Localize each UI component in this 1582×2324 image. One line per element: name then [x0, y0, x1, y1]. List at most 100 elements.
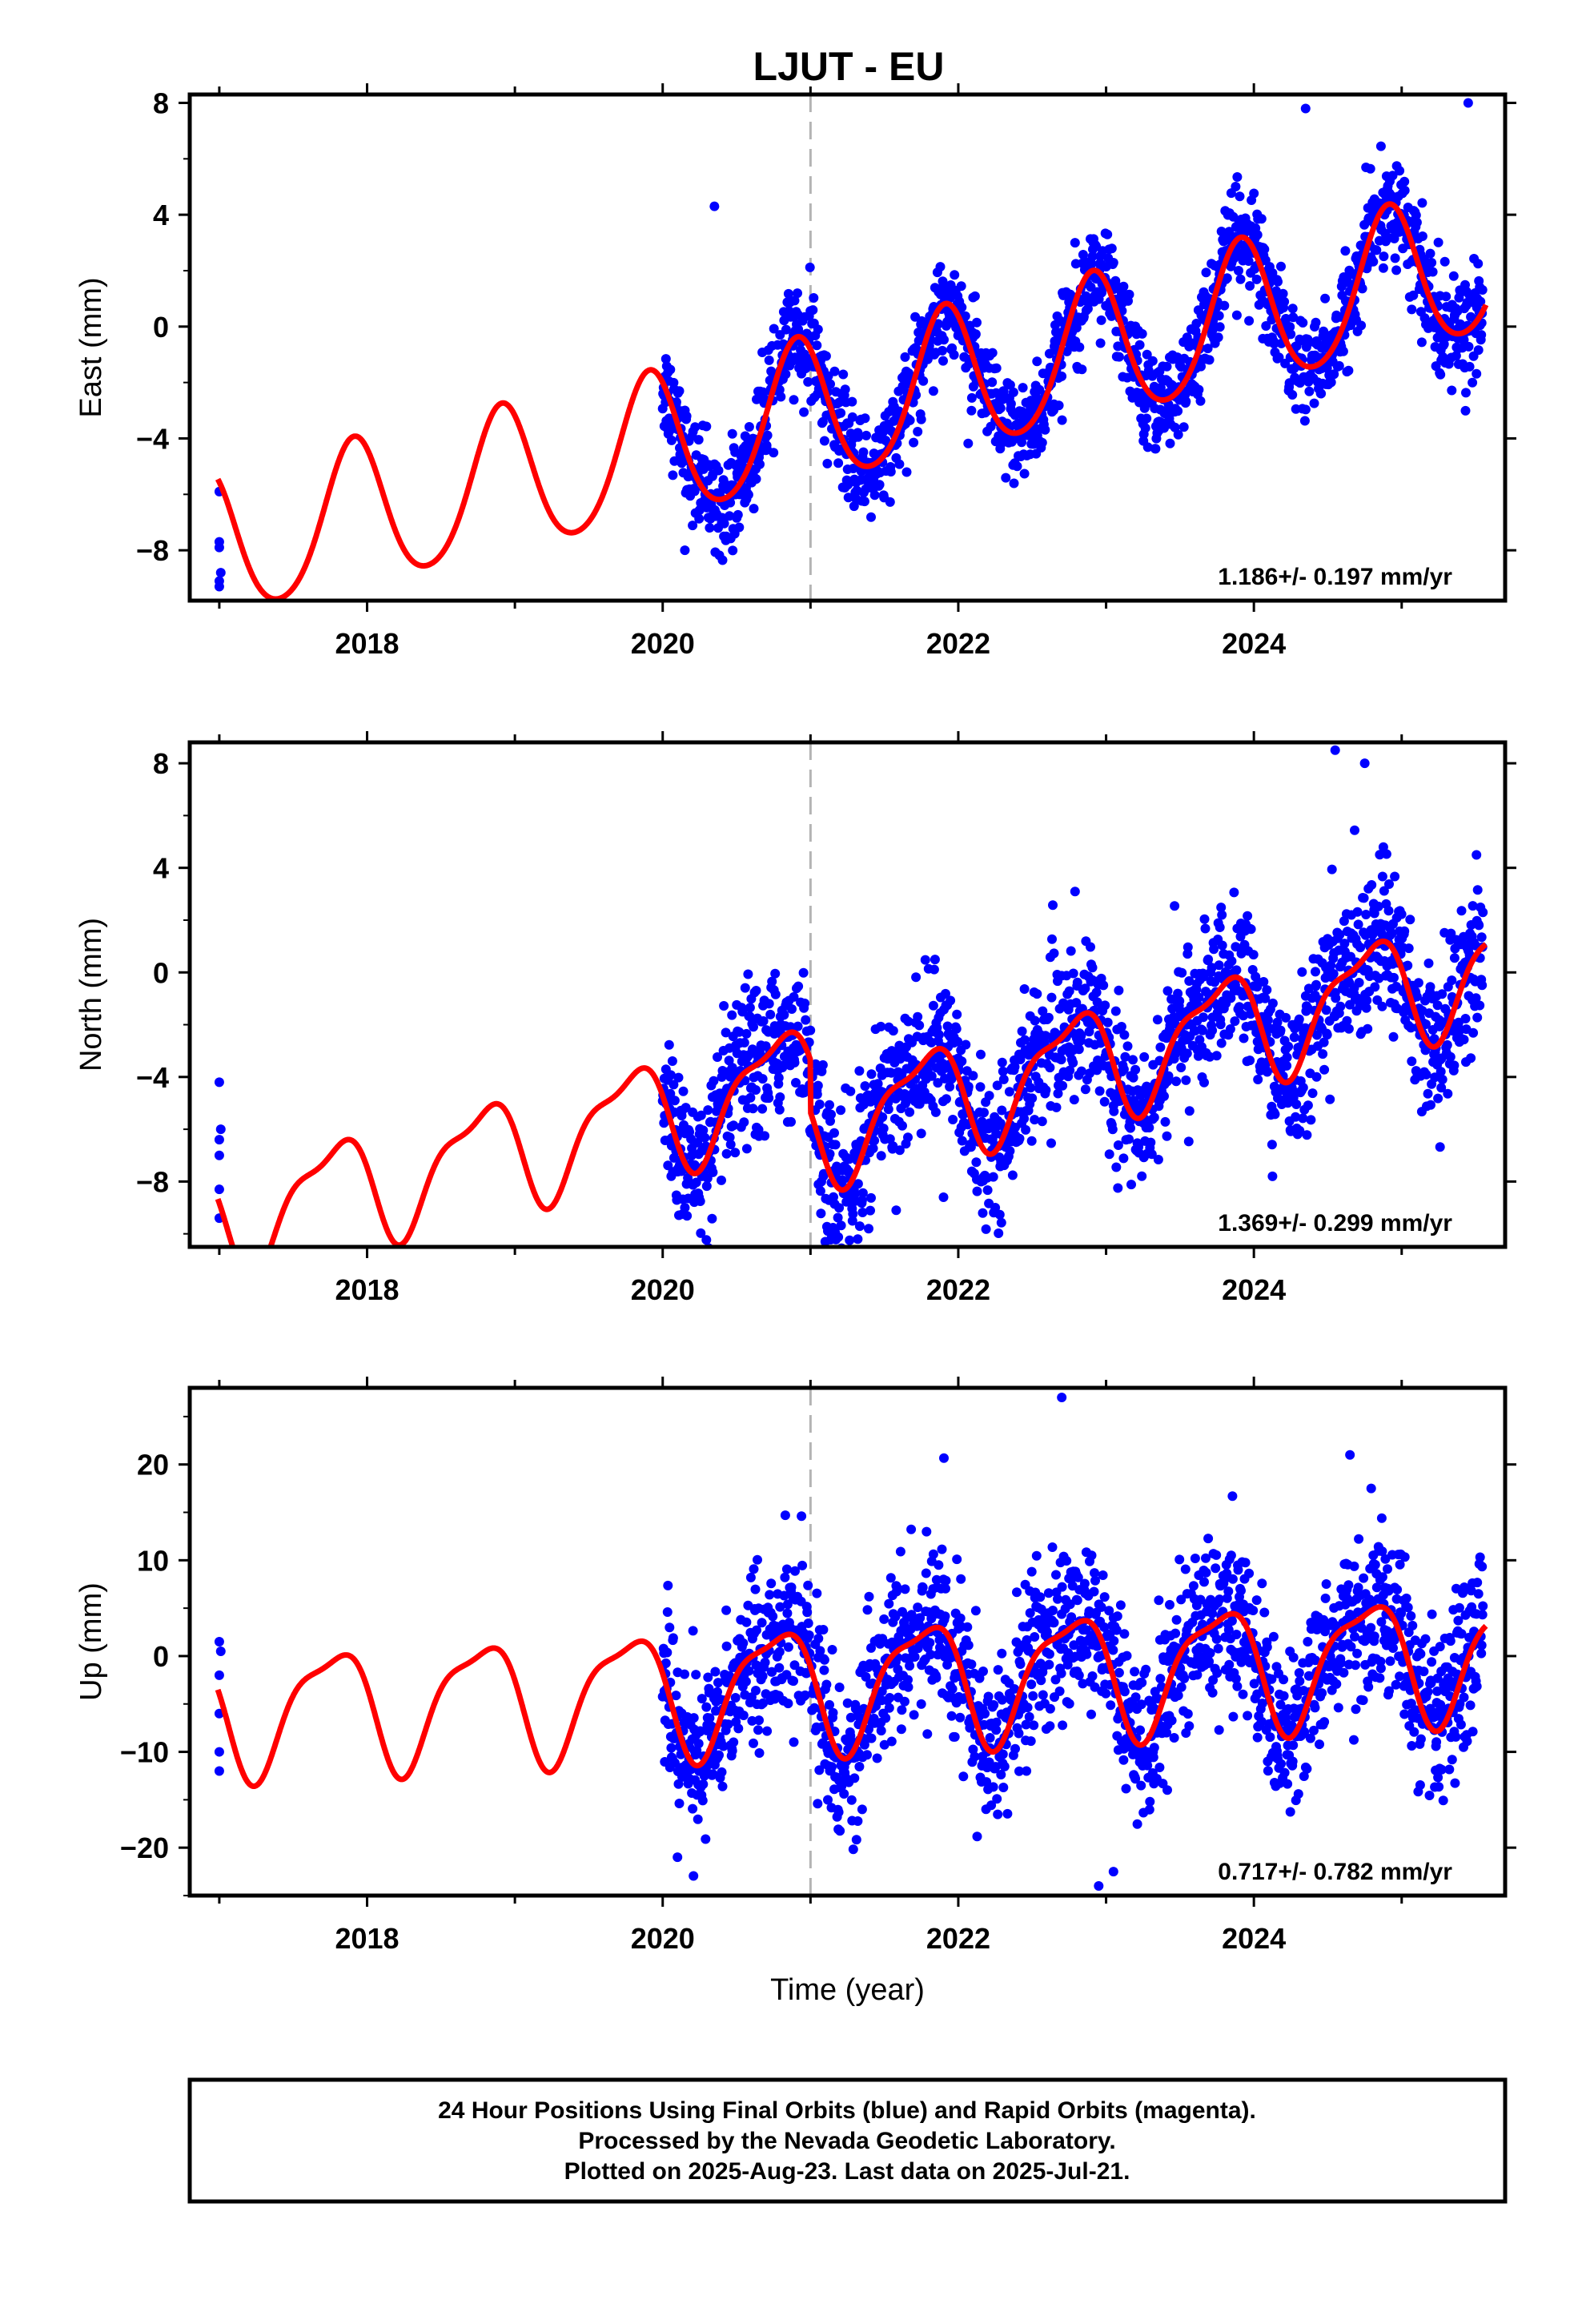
data-point — [1180, 1564, 1191, 1574]
data-point — [779, 1010, 789, 1020]
data-point — [888, 1141, 898, 1152]
data-point — [942, 1094, 951, 1104]
data-point — [1407, 304, 1417, 315]
data-point — [739, 1117, 749, 1128]
data-point — [1014, 1728, 1024, 1739]
data-point — [725, 1140, 736, 1150]
data-point — [1370, 982, 1380, 992]
data-point — [757, 1104, 768, 1114]
data-point — [920, 955, 930, 965]
data-point — [1417, 231, 1427, 241]
data-point — [1181, 396, 1191, 407]
data-point — [1464, 341, 1474, 352]
data-point — [869, 490, 880, 501]
data-point — [883, 1104, 893, 1115]
data-point — [673, 1072, 684, 1083]
data-point — [1342, 1015, 1352, 1026]
data-point — [950, 1731, 960, 1742]
data-point — [770, 989, 781, 999]
data-point — [876, 1021, 886, 1031]
data-point — [881, 1713, 891, 1723]
chart-title: LJUT - EU — [753, 44, 945, 89]
data-point — [1146, 1149, 1157, 1160]
data-point — [1472, 850, 1482, 860]
data-point — [1256, 214, 1267, 224]
data-point — [981, 1224, 991, 1234]
data-point — [1215, 1019, 1226, 1030]
data-point — [783, 1699, 793, 1709]
data-point — [1022, 1766, 1032, 1776]
data-point — [1198, 1025, 1207, 1035]
data-point — [1137, 1171, 1147, 1181]
data-point — [1106, 243, 1117, 254]
data-point — [214, 1150, 224, 1160]
data-point — [1227, 1491, 1238, 1502]
y-tick-label: −8 — [136, 1165, 169, 1198]
data-point — [1140, 423, 1150, 433]
data-point — [714, 1750, 724, 1760]
data-point — [972, 317, 982, 328]
data-point — [962, 1622, 973, 1632]
data-point — [1145, 1796, 1155, 1807]
data-point — [854, 1221, 865, 1232]
data-point — [754, 1748, 765, 1758]
data-point — [689, 486, 700, 497]
data-point — [802, 1607, 813, 1618]
data-point — [849, 1188, 860, 1199]
data-point — [1110, 275, 1121, 286]
data-point — [1389, 972, 1399, 983]
data-point — [1269, 339, 1279, 349]
data-point — [797, 1511, 807, 1522]
data-point — [666, 435, 677, 445]
data-point — [741, 1144, 752, 1154]
data-point — [214, 1184, 224, 1195]
data-point — [1475, 1000, 1485, 1011]
data-point — [1468, 901, 1478, 911]
data-point — [1272, 1017, 1283, 1027]
data-point — [1478, 907, 1488, 918]
data-point — [966, 405, 977, 416]
data-point — [767, 976, 777, 987]
data-point — [1285, 322, 1295, 332]
data-point — [892, 1582, 902, 1593]
data-point — [688, 1803, 698, 1814]
data-point — [846, 1795, 857, 1805]
data-point — [1213, 1643, 1223, 1654]
data-point — [1015, 1055, 1026, 1064]
data-point — [800, 998, 810, 1008]
data-point — [1057, 371, 1067, 381]
data-point — [734, 522, 745, 533]
data-point — [1109, 1106, 1119, 1116]
data-point — [1086, 942, 1095, 952]
data-point — [1433, 1093, 1443, 1104]
data-point — [727, 1746, 737, 1756]
data-point — [897, 1120, 907, 1131]
data-point — [678, 1086, 689, 1096]
data-point — [1447, 385, 1457, 396]
data-point — [1311, 967, 1320, 977]
data-point — [1201, 1567, 1211, 1578]
data-point — [1170, 1628, 1181, 1638]
rate-label: 1.186+/- 0.197 mm/yr — [1218, 564, 1452, 590]
data-point — [916, 1128, 926, 1139]
data-point — [1223, 1586, 1234, 1597]
data-point — [1361, 1003, 1371, 1013]
data-point — [770, 968, 781, 979]
data-point — [757, 1618, 767, 1628]
data-point — [1212, 1668, 1223, 1679]
data-point — [781, 324, 791, 335]
data-point — [1026, 1136, 1037, 1146]
data-point — [747, 1715, 757, 1726]
data-point — [996, 1217, 1006, 1228]
data-point — [902, 379, 912, 389]
x-tick-label: 2022 — [926, 1273, 990, 1306]
data-point — [668, 470, 678, 480]
data-point — [1287, 390, 1298, 400]
data-point — [1071, 998, 1082, 1008]
data-point — [987, 377, 998, 388]
data-point — [988, 1782, 998, 1792]
data-point — [1383, 906, 1394, 916]
data-point — [1044, 1649, 1054, 1659]
data-point — [836, 1220, 846, 1231]
data-point — [1027, 1093, 1038, 1104]
